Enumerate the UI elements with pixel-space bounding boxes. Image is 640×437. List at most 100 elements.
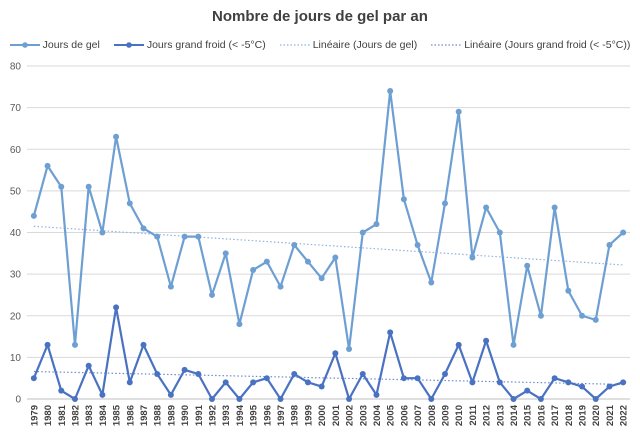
data-point-jours-de-gel	[113, 133, 120, 140]
x-tick-label: 2021	[605, 404, 616, 426]
x-tick-label: 2015	[523, 404, 534, 426]
series-line-jours-de-gel	[32, 89, 624, 351]
legend-swatch-lineaire-jours-grand-froid	[431, 44, 462, 46]
x-tick-label: 1999	[303, 405, 314, 426]
legend-swatch-lineaire-jours-de-gel	[279, 44, 310, 46]
data-point-jours-grand-froid	[510, 396, 517, 402]
data-point-jours-de-gel	[620, 229, 627, 236]
x-tick-label: 2000	[317, 405, 328, 426]
data-point-jours-de-gel	[428, 279, 435, 286]
data-point-jours-grand-froid	[195, 371, 202, 378]
y-tick-label: 0	[15, 395, 21, 406]
x-tick-label: 1989	[166, 405, 177, 426]
y-tick-label: 20	[10, 311, 22, 322]
x-tick-label: 1984	[98, 404, 109, 426]
data-point-jours-grand-froid	[551, 375, 558, 382]
data-point-jours-de-gel	[236, 321, 243, 328]
data-point-jours-de-gel	[537, 312, 544, 319]
x-tick-label: 2008	[427, 405, 438, 426]
data-point-jours-grand-froid	[140, 341, 147, 348]
legend-label-lineaire-jours-de-gel: Linéaire (Jours de gel)	[312, 39, 418, 51]
x-tick-label: 2014	[509, 404, 520, 426]
data-point-jours-de-gel	[58, 183, 65, 190]
data-point-jours-de-gel	[277, 283, 284, 290]
data-point-jours-grand-froid	[318, 383, 325, 390]
x-tick-label: 1992	[208, 405, 219, 426]
x-tick-label: 2005	[386, 404, 397, 426]
data-point-jours-de-gel	[579, 312, 586, 319]
x-tick-label: 1979	[29, 405, 40, 426]
data-point-jours-grand-froid	[469, 379, 476, 386]
data-point-jours-grand-froid	[359, 371, 366, 378]
legend-swatch-jours-grand-froid	[113, 42, 144, 48]
x-tick-label: 2006	[399, 405, 410, 426]
data-point-jours-de-gel	[565, 287, 572, 294]
x-tick-label: 2004	[372, 404, 383, 426]
data-point-jours-de-gel	[30, 212, 37, 219]
legend-item-lineaire-jours-grand-froid: Linéaire (Jours grand froid (< -5°C))	[431, 39, 630, 51]
x-tick-label: 2011	[468, 404, 479, 425]
data-point-jours-de-gel	[291, 241, 298, 248]
data-point-jours-de-gel	[332, 254, 339, 261]
data-point-jours-grand-froid	[126, 379, 133, 386]
chart-title: Nombre de jours de gel par an	[212, 8, 428, 25]
data-point-jours-de-gel	[71, 341, 78, 348]
y-tick-label: 30	[10, 270, 22, 281]
data-point-jours-grand-froid	[592, 396, 599, 402]
legend-item-jours-grand-froid: Jours grand froid (< -5°C)	[113, 39, 266, 51]
data-point-jours-de-gel	[455, 108, 462, 115]
data-point-jours-grand-froid	[387, 329, 394, 336]
data-point-jours-grand-froid	[167, 391, 174, 398]
data-point-jours-de-gel	[85, 183, 92, 190]
x-tick-label: 1995	[249, 404, 260, 426]
x-tick-label: 1998	[290, 405, 301, 426]
data-point-jours-grand-froid	[209, 396, 216, 402]
data-point-jours-de-gel	[154, 233, 161, 240]
x-tick-label: 1988	[153, 405, 164, 426]
data-point-jours-grand-froid	[346, 396, 353, 402]
data-point-jours-de-gel	[346, 346, 353, 353]
x-tick-label: 1985	[112, 404, 123, 426]
data-point-jours-grand-froid	[250, 379, 257, 386]
data-point-jours-grand-froid	[537, 396, 544, 402]
y-tick-label: 10	[10, 353, 22, 364]
y-tick-label: 80	[10, 62, 22, 73]
x-tick-label: 2009	[440, 405, 451, 426]
data-point-jours-grand-froid	[400, 375, 407, 382]
data-point-jours-grand-froid	[483, 337, 490, 344]
data-point-jours-grand-froid	[99, 391, 106, 398]
data-point-jours-grand-froid	[373, 391, 380, 398]
trendline-jours-grand-froid	[33, 370, 624, 386]
x-tick-label: 2007	[413, 405, 424, 426]
x-tick-label: 1994	[235, 404, 246, 426]
data-point-jours-de-gel	[140, 225, 147, 232]
data-point-jours-de-gel	[510, 341, 517, 348]
data-point-jours-grand-froid	[579, 383, 586, 390]
data-point-jours-grand-froid	[332, 350, 339, 357]
data-point-jours-grand-froid	[236, 396, 243, 402]
x-tick-label: 2017	[550, 405, 561, 426]
data-point-jours-grand-froid	[154, 371, 161, 378]
x-tick-label: 1982	[70, 405, 81, 426]
data-point-jours-grand-froid	[496, 379, 503, 386]
data-point-jours-grand-froid	[30, 375, 37, 382]
data-point-jours-de-gel	[414, 241, 421, 248]
y-tick-label: 60	[10, 145, 22, 156]
data-point-jours-de-gel	[483, 204, 490, 211]
data-point-jours-de-gel	[592, 316, 599, 323]
y-tick-label: 50	[10, 186, 22, 197]
x-tick-label: 1987	[139, 405, 150, 426]
trendline-jours-de-gel	[33, 225, 624, 266]
data-point-jours-de-gel	[373, 221, 380, 228]
data-point-jours-grand-froid	[606, 383, 613, 390]
data-point-jours-de-gel	[524, 262, 531, 269]
data-point-jours-grand-froid	[620, 379, 627, 386]
data-point-jours-grand-froid	[565, 379, 572, 386]
data-point-jours-de-gel	[359, 229, 366, 236]
data-point-jours-de-gel	[195, 233, 202, 240]
x-tick-label: 2012	[482, 405, 493, 426]
data-point-jours-grand-froid	[222, 379, 229, 386]
legend-item-lineaire-jours-de-gel: Linéaire (Jours de gel)	[279, 39, 418, 51]
